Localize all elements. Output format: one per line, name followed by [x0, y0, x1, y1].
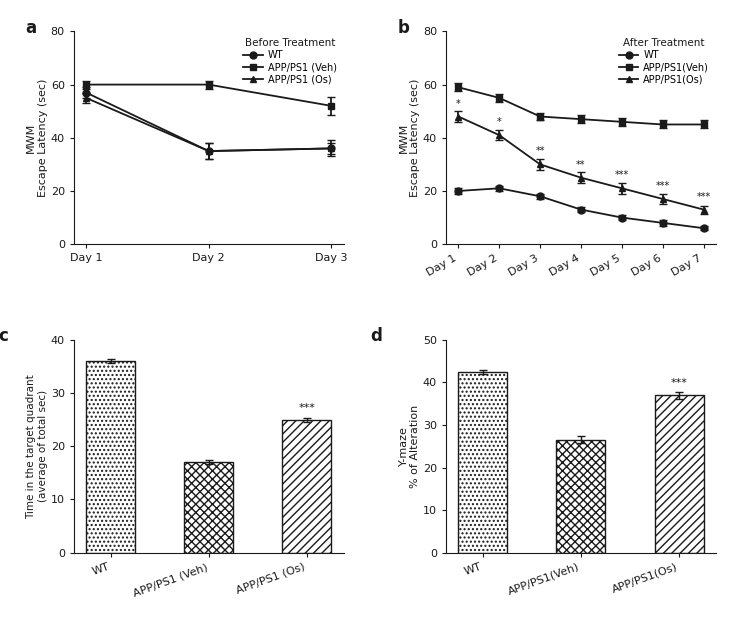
Legend: WT, APP/PS1(Veh), APP/PS1(Os): WT, APP/PS1(Veh), APP/PS1(Os) — [617, 36, 711, 86]
Bar — [86, 361, 135, 553]
Text: *: * — [456, 99, 461, 109]
Y-axis label: MWM
Escape Latency (sec): MWM Escape Latency (sec) — [27, 78, 48, 197]
Text: **: ** — [576, 160, 586, 170]
Bar — [556, 440, 605, 553]
Text: ***: *** — [671, 379, 688, 388]
Y-axis label: Y-maze
% of Alteration: Y-maze % of Alteration — [399, 404, 420, 488]
Text: ***: *** — [697, 192, 711, 202]
Text: a: a — [25, 19, 36, 36]
Bar — [184, 462, 233, 553]
Text: c: c — [0, 327, 8, 345]
Legend: WT, APP/PS1 (Veh), APP/PS1 (Os): WT, APP/PS1 (Veh), APP/PS1 (Os) — [241, 36, 339, 86]
Bar — [282, 420, 331, 553]
Text: *: * — [497, 117, 502, 127]
Y-axis label: Time in the target quadrant
(average of total sec): Time in the target quadrant (average of … — [27, 374, 48, 519]
Text: b: b — [398, 19, 410, 36]
Text: ***: *** — [655, 181, 670, 191]
Y-axis label: MWM
Escape Latency (sec): MWM Escape Latency (sec) — [399, 78, 420, 197]
Text: ***: *** — [298, 403, 315, 413]
Text: **: ** — [535, 146, 545, 156]
Bar — [655, 395, 703, 553]
Text: d: d — [370, 327, 382, 345]
Bar — [458, 372, 508, 553]
Text: ***: *** — [615, 170, 629, 180]
